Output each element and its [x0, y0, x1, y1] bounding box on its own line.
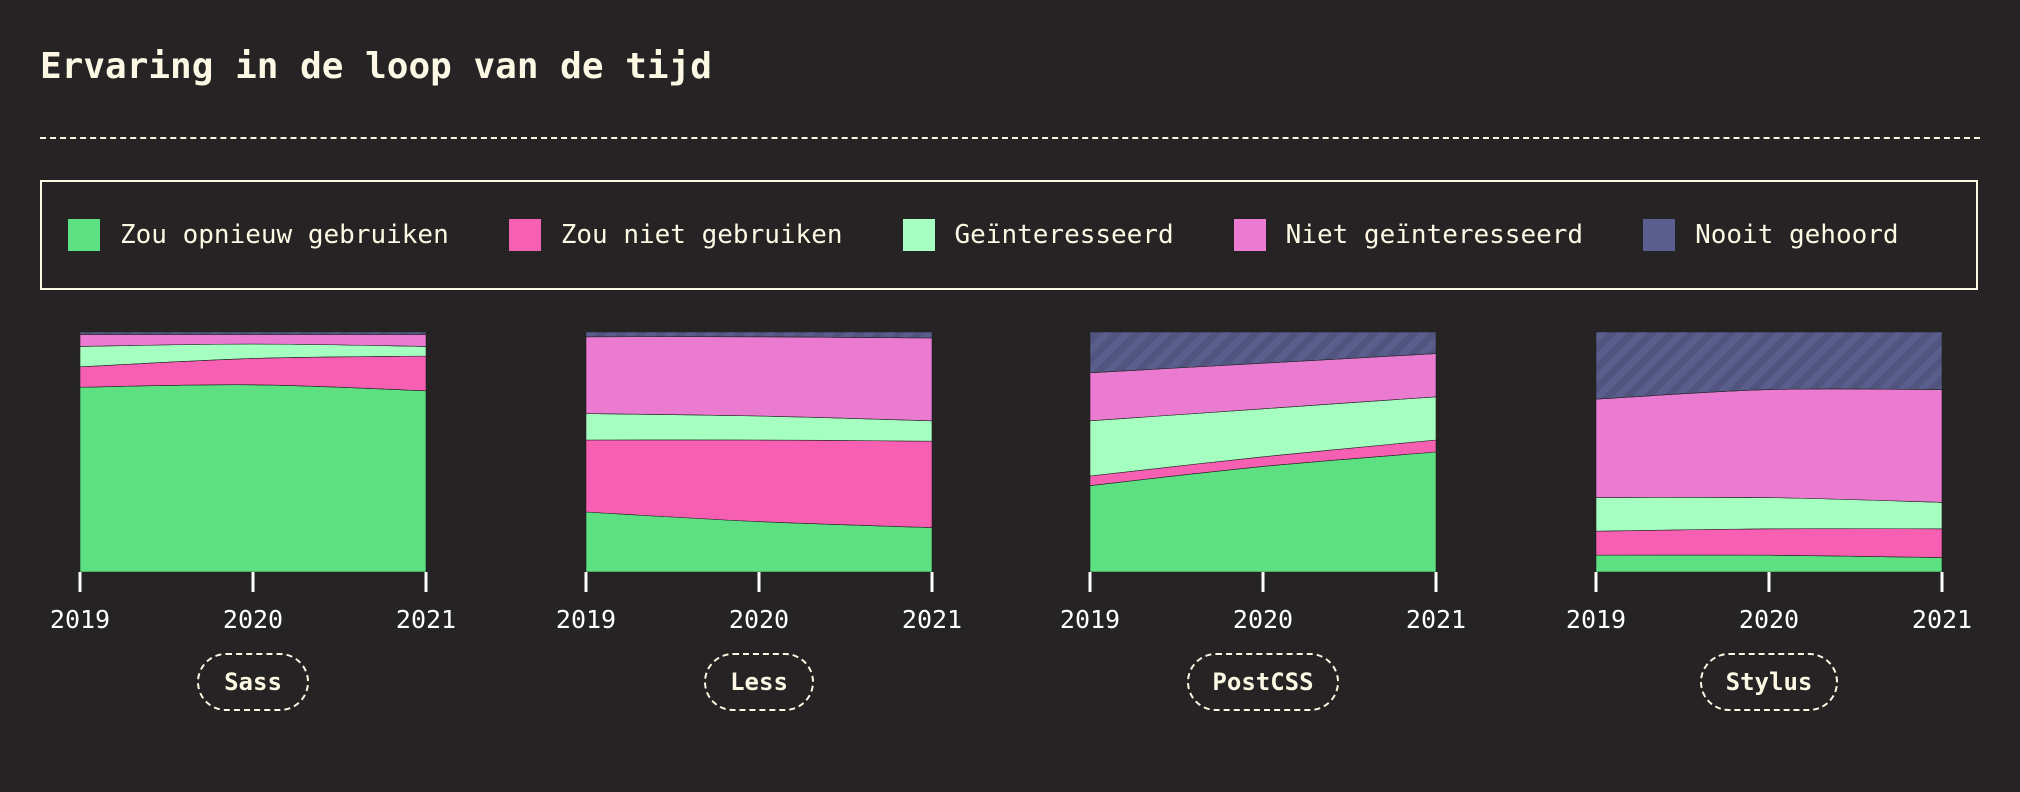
chart-postcss: 2019 2020 2021: [1060, 331, 1466, 634]
legend-item-niet-geinteresseerd[interactable]: Niet geïnteresseerd: [1233, 219, 1584, 251]
x-tick-label: 2021: [1406, 605, 1466, 634]
pill-sass[interactable]: Sass: [197, 653, 309, 711]
x-tick-label: 2019: [50, 605, 110, 634]
area-nooit-gehoord[interactable]: [79, 331, 427, 335]
area-niet-geinteresseerd[interactable]: [585, 336, 933, 422]
area-zou-opnieuw-gebruiken[interactable]: [79, 384, 427, 573]
x-tick-label: 2020: [1739, 605, 1799, 634]
x-tick-label: 2019: [1566, 605, 1626, 634]
x-tick-label: 2021: [396, 605, 456, 634]
x-tick-label: 2020: [1233, 605, 1293, 634]
x-tick-label: 2019: [556, 605, 616, 634]
legend-label: Zou opnieuw gebruiken: [120, 220, 449, 250]
chart-less: 2019 2020 2021: [556, 331, 962, 634]
x-tick-label: 2021: [1912, 605, 1972, 634]
legend-swatch: [508, 219, 541, 251]
legend-label: Niet geïnteresseerd: [1285, 220, 1584, 250]
legend-swatch: [1643, 219, 1676, 251]
legend-item-geinteresseerd[interactable]: Geïnteresseerd: [902, 219, 1174, 251]
area-nooit-gehoord[interactable]: [1595, 331, 1943, 400]
x-tick-label: 2019: [1060, 605, 1120, 634]
legend-item-zou-opnieuw-gebruiken[interactable]: Zou opnieuw gebruiken: [68, 219, 449, 251]
legend-item-nooit-gehoord[interactable]: Nooit gehoord: [1643, 219, 1899, 251]
title-divider: [40, 137, 1980, 139]
legend-swatch: [68, 219, 100, 251]
area-niet-geinteresseerd[interactable]: [1595, 388, 1943, 503]
chart-stylus: 2019 2020 2021: [1566, 331, 1972, 634]
area-zou-niet-gebruiken[interactable]: [585, 439, 933, 528]
x-tick-label: 2020: [729, 605, 789, 634]
page-title: Ervaring in de loop van de tijd: [40, 46, 712, 87]
area-zou-niet-gebruiken[interactable]: [1595, 528, 1943, 558]
legend-label: Nooit gehoord: [1695, 220, 1899, 250]
area-nooit-gehoord[interactable]: [585, 331, 933, 339]
x-tick-label: 2020: [223, 605, 283, 634]
pill-less[interactable]: Less: [704, 653, 814, 711]
chart-sass: 2019 2020 2021: [50, 331, 456, 634]
area-nooit-gehoord[interactable]: [1089, 331, 1437, 374]
legend: Zou opnieuw gebruiken Zou niet gebruiken…: [40, 180, 1978, 290]
area-zou-opnieuw-gebruiken[interactable]: [1595, 554, 1943, 573]
legend-swatch: [1233, 219, 1266, 251]
legend-item-zou-niet-gebruiken[interactable]: Zou niet gebruiken: [508, 219, 843, 251]
legend-label: Geïnteresseerd: [954, 220, 1174, 250]
legend-swatch: [902, 219, 935, 251]
pill-stylus[interactable]: Stylus: [1700, 653, 1838, 711]
x-tick-label: 2021: [902, 605, 962, 634]
area-geinteresseerd[interactable]: [1595, 496, 1943, 532]
pill-postcss[interactable]: PostCSS: [1187, 653, 1339, 711]
legend-label: Zou niet gebruiken: [560, 220, 843, 250]
